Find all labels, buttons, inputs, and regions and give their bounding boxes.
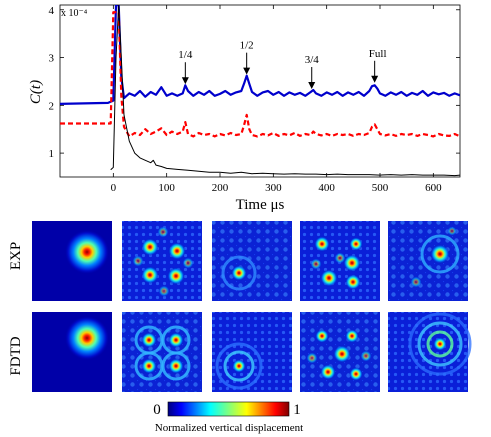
annotation-arrowhead-2	[243, 67, 251, 75]
x-tick-label: 500	[372, 182, 389, 194]
y-axis: 1 2 3 4	[49, 5, 460, 160]
annotation-arrowhead-1	[181, 77, 189, 85]
exp-panel-3	[212, 221, 292, 301]
exp-panel-5	[388, 221, 468, 301]
exp-panel-1	[32, 221, 112, 301]
annotation-label-3: 3/4	[305, 54, 320, 66]
y-axis-label: C(t)	[28, 80, 44, 104]
fdtd-panel-4	[300, 312, 380, 392]
colorbar-max-label: 1	[293, 402, 301, 418]
row-label-fdtd: FDTD	[8, 336, 24, 375]
x-tick-label: 400	[318, 182, 335, 194]
exp-panel-2	[122, 221, 202, 301]
fdtd-panel-2	[122, 312, 202, 392]
annotation-arrowhead-3	[308, 82, 316, 89]
row-label-exp: EXP	[8, 242, 24, 270]
series-line-1	[60, 5, 460, 105]
x-tick-label: 0	[111, 182, 117, 194]
x-tick-label: 200	[212, 182, 229, 194]
annotation-label-1: 1/4	[178, 49, 193, 61]
y-tick-label: 1	[49, 148, 55, 160]
fdtd-panel-3	[212, 312, 292, 392]
colorbar-min-label: 0	[153, 402, 161, 418]
displacement-map-grid: EXP FDTD	[8, 221, 472, 392]
annotation-label-2: 1/2	[240, 40, 254, 52]
y-tick-label: 2	[49, 100, 55, 112]
plot-frame	[59, 4, 461, 178]
y-scale-note: x 10⁻⁴	[61, 8, 88, 19]
x-axis-label: Time μs	[236, 197, 285, 213]
y-tick-label: 4	[49, 5, 55, 17]
colorbar-gradient	[167, 401, 290, 417]
x-tick-label: 100	[158, 182, 175, 194]
x-tick-label: 600	[425, 182, 442, 194]
x-axis: 0 100 200 300 400 500 600	[111, 5, 442, 194]
fdtd-panel-5	[388, 312, 472, 392]
series-layer	[60, 5, 460, 177]
colorbar-caption: Normalized vertical displacement	[155, 422, 303, 434]
x-tick-label: 300	[265, 182, 282, 194]
colorbar: 0 1 Normalized vertical displacement	[153, 401, 303, 434]
series-line-3	[110, 5, 460, 177]
fdtd-panel-1	[32, 312, 112, 392]
y-tick-label: 3	[49, 53, 55, 65]
exp-panel-4	[300, 221, 380, 301]
annotation-arrowhead-4	[371, 75, 379, 83]
time-series-chart: 1 2 3 4 0 100 200 300 400 500 600 1/4 1/2 3/4 Full x…	[28, 4, 461, 213]
annotation-label-4: Full	[369, 48, 387, 60]
series-line-2	[60, 11, 460, 138]
annotations: 1/4 1/2 3/4 Full	[178, 40, 387, 89]
